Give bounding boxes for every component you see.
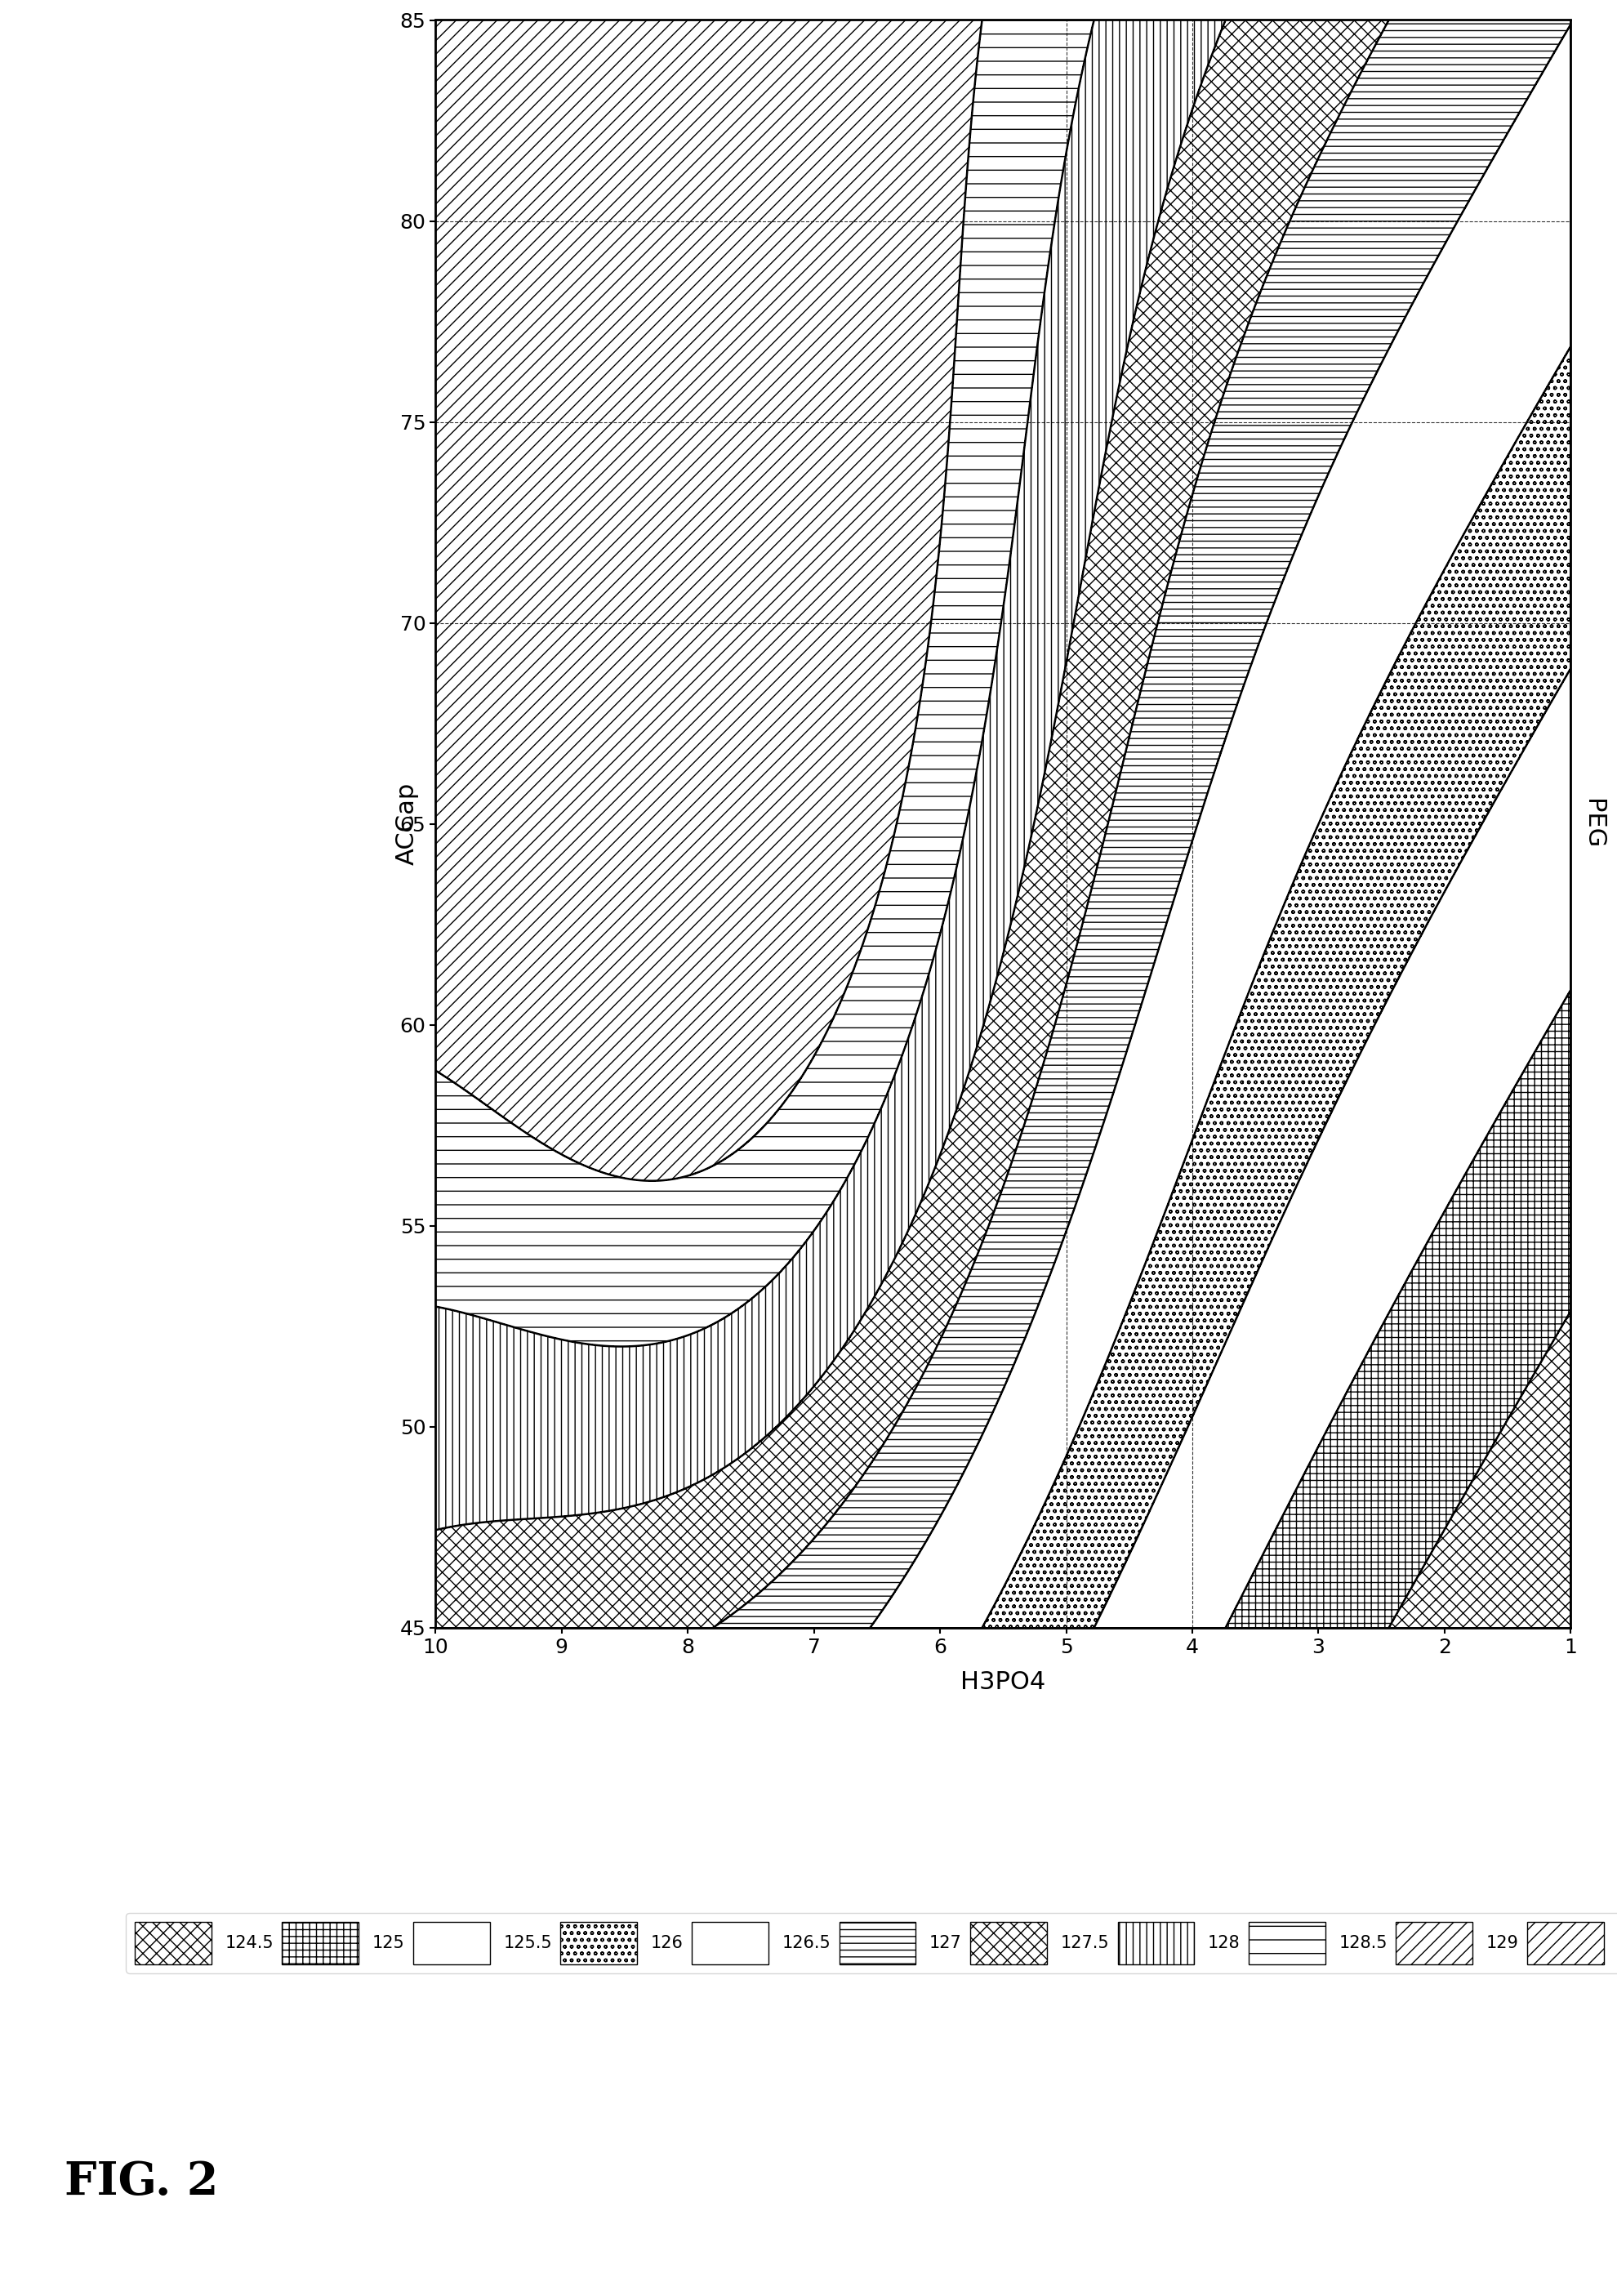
Legend: 124.5, 125, 125.5, 126, 126.5, 127, 127.5, 128, 128.5, 129, above: 124.5, 125, 125.5, 126, 126.5, 127, 127.… xyxy=(126,1913,1617,1972)
Text: FIG. 2: FIG. 2 xyxy=(65,2158,218,2204)
Y-axis label: PEG: PEG xyxy=(1581,799,1604,850)
X-axis label: H3PO4: H3PO4 xyxy=(960,1671,1046,1694)
Y-axis label: ACCap: ACCap xyxy=(395,783,419,866)
